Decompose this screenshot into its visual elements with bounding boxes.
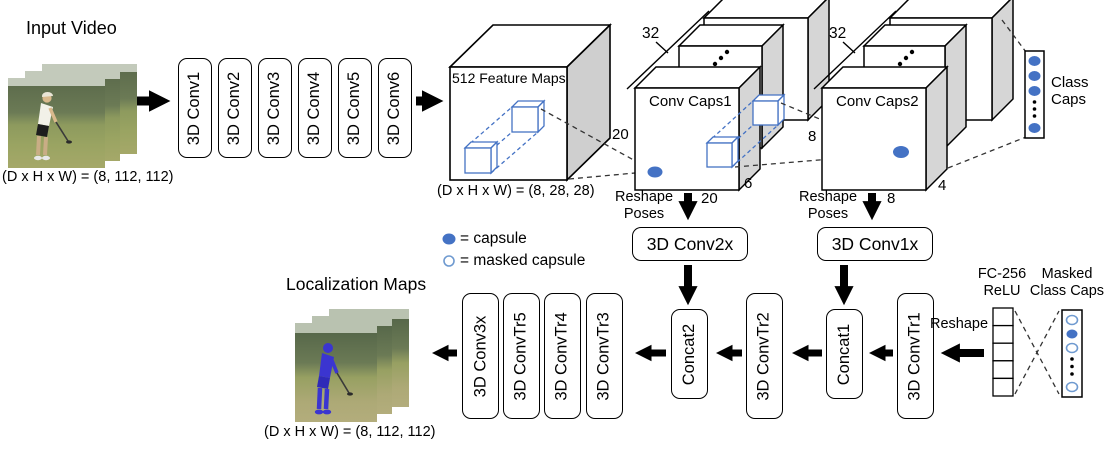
caps2-types-label: 32 [829,25,847,42]
fc-reshape-label: Reshape [930,316,989,332]
caps2-label: Conv Caps2 [836,93,919,110]
fc-label: FC-256 ReLU [977,266,1027,299]
feature-cube-dims: (D x H x W) = (8, 28, 28) [437,183,595,199]
decoder-box-concat2: Concat2 [671,309,708,399]
localization-maps-title: Localization Maps [286,274,427,294]
decoder-box-convtr3: 3D ConvTr3 [586,293,623,419]
encoder-box-conv4: 3D Conv4 [298,58,332,158]
decoder-box-label: 3D Conv3x [471,315,489,397]
decoder-box-label: Concat1 [835,323,853,385]
conv1x-box: 3D Conv1x [817,227,933,261]
class-caps-column [1024,50,1045,139]
dashed-link-fc-masked [1014,310,1060,395]
decoder-box-convtr1: 3D ConvTr1 [897,293,934,419]
capsule-icon [893,146,909,158]
caps2-size-label: 8 [808,128,817,145]
dashed-link-cube-caps1 [540,108,651,180]
encoder-box-conv1: 3D Conv1 [178,58,212,158]
caps2-depth-label: 4 [938,177,947,194]
localization-frame-front [295,323,377,422]
decoder-box-label: 3D ConvTr3 [595,311,613,401]
encoder-box-conv6: 3D Conv6 [378,58,412,158]
caps1-types-label: 32 [642,25,660,42]
output-dims-label: (D x H x W) = (8, 112, 112) [264,424,436,440]
wire-cube-pair-1 [463,99,546,175]
encoder-box-conv3: 3D Conv3 [258,58,292,158]
decoder-box-concat1: Concat1 [826,309,863,399]
caps1-reshape-label: Reshape Poses [614,189,674,222]
encoder-box-label: 3D Conv5 [345,71,364,145]
input-video-title: Input Video [26,18,117,38]
input-video-frame-front [8,78,105,168]
legend-masked-capsule-icon [443,255,455,267]
wire-cube-pair-2 [705,93,786,169]
capsule-icon [647,166,663,178]
fc-column [992,307,1014,397]
masked-class-caps-column [1061,309,1083,398]
decoder-box-label: Concat2 [680,323,698,385]
encoder-box-conv5: 3D Conv5 [338,58,372,158]
encoder-box-label: 3D Conv1 [185,71,204,145]
decoder-box-label: 3D ConvTr4 [553,311,571,401]
encoder-box-label: 3D Conv2 [225,71,244,145]
caps2-reshape-label: Reshape Poses [798,189,858,222]
conv1x-label: 3D Conv1x [831,233,919,254]
golfer-figure [34,92,72,161]
encoder-box-label: 3D Conv3 [265,71,284,145]
decoder-box-convtr4: 3D ConvTr4 [544,293,581,419]
encoder-box-conv2: 3D Conv2 [218,58,252,158]
caps2-reshape-dim: 8 [887,190,896,207]
legend-capsule-icon [442,233,456,245]
decoder-box-label: 3D ConvTr2 [755,311,773,401]
dashed-link-caps2-classcaps [947,19,1027,169]
decoder-box-label: 3D ConvTr5 [512,311,530,401]
legend-capsule-text: = capsule [460,230,527,247]
class-caps-label: Class Caps [1051,74,1089,109]
conv2x-box: 3D Conv2x [632,227,748,261]
feature-cube-label: 512 Feature Maps [452,70,566,86]
caps1-size-label: 20 [612,126,629,143]
conv-caps2-stack [813,0,1014,192]
input-dims-label: (D x H x W) = (8, 112, 112) [2,169,174,185]
conv2x-label: 3D Conv2x [646,233,734,254]
decoder-box-convtr5: 3D ConvTr5 [503,293,540,419]
encoder-box-label: 3D Conv4 [305,71,324,145]
segmented-golfer-figure [314,343,353,415]
caps1-reshape-dim: 20 [701,190,718,207]
decoder-box-conv3x: 3D Conv3x [462,293,499,419]
masked-class-caps-label: Masked Class Caps [1029,266,1105,299]
decoder-box-label: 3D ConvTr1 [906,311,924,401]
flow-arrows [137,90,984,363]
decoder-box-convtr2: 3D ConvTr2 [746,293,783,419]
encoder-box-label: 3D Conv6 [385,71,404,145]
legend-masked-text: = masked capsule [460,252,586,269]
caps1-depth-label: 6 [744,175,753,192]
caps1-label: Conv Caps1 [649,93,732,110]
